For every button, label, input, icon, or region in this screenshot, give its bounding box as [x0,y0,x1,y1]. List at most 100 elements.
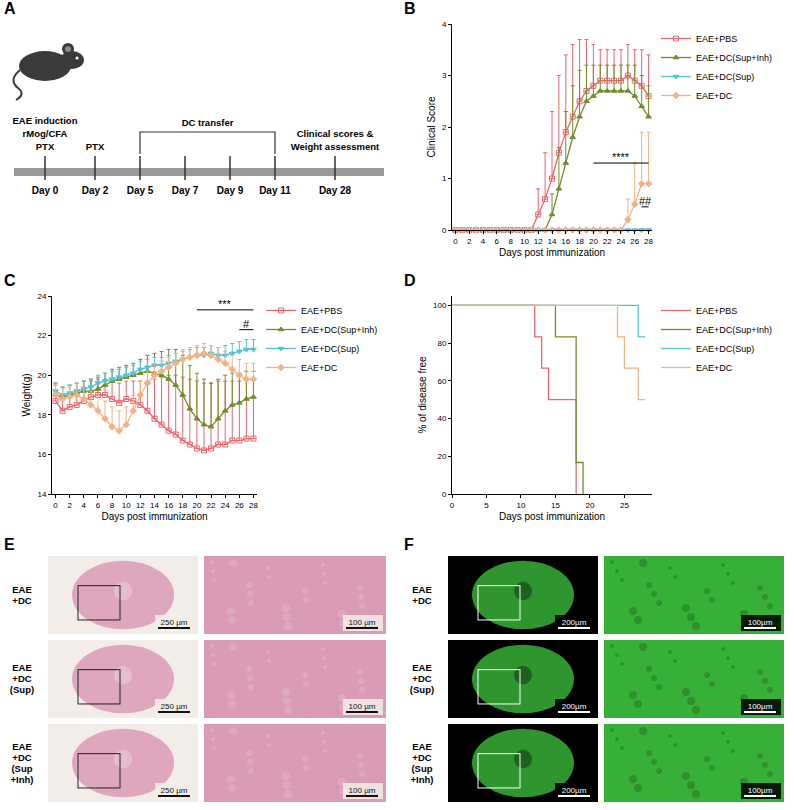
svg-text:rMog/CFA: rMog/CFA [23,128,68,139]
svg-text:12: 12 [534,237,543,246]
svg-text:0: 0 [442,490,447,499]
svg-text:+Inh): +Inh) [411,774,434,785]
svg-text:Day 0: Day 0 [32,185,59,196]
svg-text:26: 26 [235,501,244,510]
svg-text:0: 0 [53,501,58,510]
svg-text:80: 80 [437,339,446,348]
svg-text:8: 8 [110,501,115,510]
svg-text:(Sup: (Sup [411,763,432,774]
svg-text:+DC: +DC [412,673,431,684]
svg-text:Weight assessment: Weight assessment [291,141,380,152]
svg-text:Days post immunization: Days post immunization [101,511,207,522]
svg-text:200µm: 200µm [562,786,587,795]
svg-text:Day 9: Day 9 [217,185,244,196]
svg-text:25: 25 [620,501,629,510]
svg-text:2: 2 [442,123,447,132]
svg-text:EAE+DC: EAE+DC [301,363,338,373]
svg-text:250 µm: 250 µm [161,786,188,795]
svg-text:10: 10 [517,501,526,510]
svg-text:+DC: +DC [12,673,31,684]
svg-text:6: 6 [495,237,500,246]
svg-text:Clinical scores &: Clinical scores & [297,128,374,139]
svg-text:14: 14 [150,501,159,510]
svg-text:10: 10 [122,501,131,510]
svg-text:EAE+PBS: EAE+PBS [696,34,737,44]
svg-text:0: 0 [453,237,458,246]
svg-text:20: 20 [37,371,46,380]
svg-text:EAE: EAE [12,741,32,752]
svg-text:#: # [243,318,250,330]
svg-text:PTX: PTX [86,141,105,152]
svg-text:250 µm: 250 µm [161,618,188,627]
svg-text:Days post immunization: Days post immunization [499,247,605,258]
svg-text:1: 1 [442,174,447,183]
svg-text:% of disease free: % of disease free [417,356,428,434]
svg-text:24: 24 [221,501,230,510]
svg-text:2: 2 [67,501,72,510]
svg-text:PTX: PTX [36,141,55,152]
svg-text:+DC: +DC [12,752,31,763]
svg-text:100 µm: 100 µm [349,702,376,711]
svg-text:0: 0 [450,501,455,510]
svg-text:100: 100 [433,301,447,310]
svg-text:10: 10 [520,237,529,246]
svg-text:Days post immunization: Days post immunization [499,511,605,522]
svg-text:+Inh): +Inh) [11,774,34,785]
svg-text:EAE+PBS: EAE+PBS [696,306,737,316]
svg-text:100µm: 100µm [748,618,773,627]
svg-text:16: 16 [37,450,46,459]
svg-text:(Sup): (Sup) [410,684,434,695]
svg-text:+DC: +DC [412,752,431,763]
svg-text:##: ## [639,195,652,207]
svg-text:+DC: +DC [412,595,431,606]
svg-text:EAE: EAE [412,584,432,595]
svg-text:***: *** [218,298,232,310]
svg-text:40: 40 [437,414,446,423]
svg-text:14: 14 [37,490,46,499]
svg-text:8: 8 [508,237,513,246]
svg-text:EAE: EAE [12,584,32,595]
svg-text:EAE+DC: EAE+DC [696,363,733,373]
svg-text:20: 20 [437,452,446,461]
svg-text:200µm: 200µm [562,702,587,711]
svg-text:Clinical Score: Clinical Score [426,96,437,158]
svg-text:EAE induction: EAE induction [13,115,78,126]
svg-text:+DC: +DC [12,595,31,606]
svg-text:EAE+DC(Sup): EAE+DC(Sup) [696,344,754,354]
svg-text:Day 5: Day 5 [127,185,154,196]
svg-text:Day 11: Day 11 [259,185,291,196]
svg-text:20: 20 [192,501,201,510]
svg-text:EAE+DC(Sup+Inh): EAE+DC(Sup+Inh) [696,53,772,63]
svg-text:3: 3 [442,71,447,80]
svg-text:DC transfer: DC transfer [182,117,234,128]
svg-text:Day 2: Day 2 [82,185,109,196]
svg-text:16: 16 [561,237,570,246]
svg-text:****: **** [612,151,630,163]
svg-text:28: 28 [249,501,258,510]
svg-text:24: 24 [37,292,46,301]
svg-text:Weight(g): Weight(g) [21,373,32,416]
svg-text:0: 0 [442,226,447,235]
svg-text:20: 20 [585,501,594,510]
svg-text:250 µm: 250 µm [161,702,188,711]
svg-text:12: 12 [136,501,145,510]
svg-text:16: 16 [164,501,173,510]
svg-text:4: 4 [442,20,447,29]
svg-text:100µm: 100µm [748,786,773,795]
svg-text:(Sup): (Sup) [10,684,34,695]
svg-text:100 µm: 100 µm [349,618,376,627]
svg-text:EAE: EAE [412,741,432,752]
svg-text:28: 28 [644,237,653,246]
svg-text:22: 22 [603,237,612,246]
svg-text:EAE+PBS: EAE+PBS [301,306,342,316]
svg-text:EAE+DC(Sup): EAE+DC(Sup) [301,344,359,354]
svg-text:15: 15 [551,501,560,510]
svg-text:18: 18 [575,237,584,246]
svg-text:60: 60 [437,377,446,386]
svg-text:100µm: 100µm [748,702,773,711]
svg-text:18: 18 [178,501,187,510]
svg-text:Day 7: Day 7 [172,185,199,196]
svg-text:200µm: 200µm [562,618,587,627]
svg-text:EAE: EAE [412,662,432,673]
svg-text:18: 18 [37,411,46,420]
